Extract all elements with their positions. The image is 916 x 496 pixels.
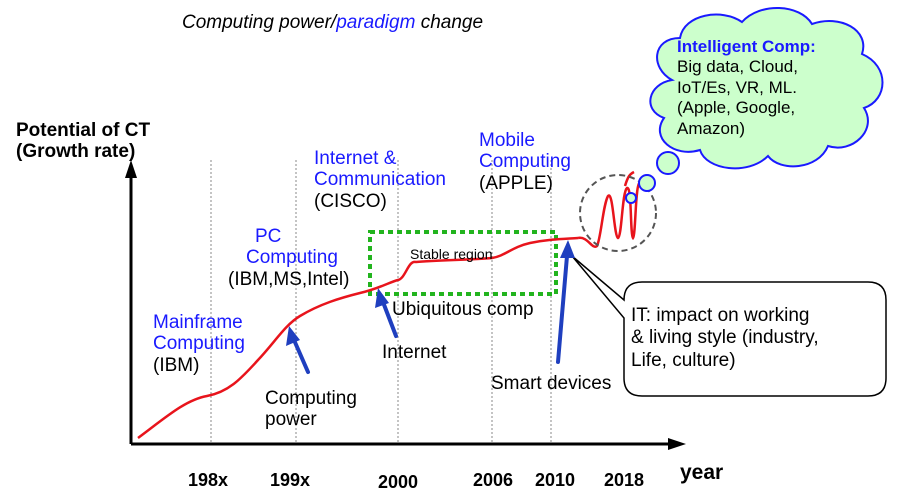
computing-power-line1: Computing bbox=[265, 388, 357, 409]
x-axis-arrowhead bbox=[668, 438, 686, 450]
ubiquitous-label: Ubiquitous comp bbox=[392, 299, 534, 320]
era-pc: PC Computing (IBM,MS,Intel) bbox=[228, 226, 349, 290]
tick-2006: 2006 bbox=[473, 470, 514, 490]
title-part-1: Computing power/ bbox=[182, 12, 337, 33]
internet-arrowhead bbox=[375, 288, 389, 308]
diagram-title: Computing power/paradigm change bbox=[182, 12, 483, 33]
era-internet-line2: Communication bbox=[314, 169, 446, 191]
era-internet-company: (CISCO) bbox=[314, 190, 387, 212]
y-axis-label-line1: Potential of CT bbox=[16, 120, 151, 141]
internet-arrow bbox=[381, 300, 398, 338]
era-mainframe-line1: Mainframe bbox=[153, 312, 243, 333]
callout-line3: Life, culture) bbox=[631, 349, 736, 371]
smart-devices-label: Smart devices bbox=[491, 373, 612, 394]
thought-bubble-small bbox=[625, 192, 637, 204]
era-pc-company: (IBM,MS,Intel) bbox=[228, 268, 350, 290]
computing-power-label: Computing power bbox=[265, 388, 357, 431]
growth-curve bbox=[137, 236, 579, 440]
y-axis-label-line2: (Growth rate) bbox=[16, 141, 136, 163]
stable-region-label: Stable region bbox=[410, 246, 493, 262]
smart-devices-arrowhead bbox=[560, 240, 575, 258]
era-mainframe-line2: Computing bbox=[153, 333, 245, 355]
callout-line1: IT: impact on working bbox=[631, 305, 810, 326]
growth-curve-oscillation bbox=[577, 180, 642, 248]
computing-power-arrowhead bbox=[286, 326, 300, 346]
thought-bubble-large bbox=[656, 151, 680, 175]
stable-region-box bbox=[368, 230, 558, 296]
future-circle bbox=[579, 174, 657, 252]
tick-2010: 2010 bbox=[535, 470, 576, 490]
tick-2018: 2018 bbox=[604, 470, 645, 490]
era-mobile-line2: Computing bbox=[479, 151, 571, 173]
callout-box bbox=[571, 255, 887, 397]
tick-2000: 2000 bbox=[378, 472, 419, 492]
thought-cloud-heading: Intelligent Comp: bbox=[677, 37, 816, 56]
thought-cloud-text: Intelligent Comp: Big data, Cloud, IoT/E… bbox=[677, 37, 816, 139]
year-guide-lines bbox=[210, 160, 552, 442]
computing-power-line2: power bbox=[265, 409, 317, 431]
era-mobile-company: (APPLE) bbox=[479, 172, 553, 194]
era-pc-line2: Computing bbox=[246, 247, 338, 269]
era-pc-line1: PC bbox=[255, 226, 282, 247]
era-internet-line1: Internet & bbox=[314, 148, 397, 169]
callout-text: IT: impact on working & living style (in… bbox=[631, 305, 819, 372]
x-axis-label: year bbox=[680, 461, 724, 484]
title-part-2: paradigm bbox=[336, 12, 416, 33]
thought-cloud-line4: Amazon) bbox=[677, 118, 746, 138]
era-internet: Internet & Communication (CISCO) bbox=[314, 148, 446, 212]
thought-cloud-line2: IoT/Es, VR, ML. bbox=[677, 77, 797, 97]
callout-line2: & living style (industry, bbox=[631, 327, 819, 349]
computing-power-arrow bbox=[292, 338, 310, 374]
tick-199x: 199x bbox=[270, 470, 311, 490]
era-mobile: Mobile Computing (APPLE) bbox=[479, 130, 571, 194]
era-mainframe: Mainframe Computing (IBM) bbox=[153, 312, 245, 376]
blue-arrows bbox=[286, 240, 575, 374]
smart-devices-arrow bbox=[556, 254, 569, 364]
thought-bubble-medium bbox=[638, 174, 656, 192]
y-axis-label: Potential of CT (Growth rate) bbox=[16, 120, 150, 163]
thought-cloud-line3: (Apple, Google, bbox=[677, 98, 796, 118]
tick-198x: 198x bbox=[188, 470, 229, 490]
thought-cloud-shape bbox=[649, 7, 884, 170]
thought-cloud-line1: Big data, Cloud, bbox=[677, 57, 798, 77]
era-mobile-line1: Mobile bbox=[479, 130, 535, 151]
y-axis-arrowhead bbox=[125, 160, 137, 178]
title-part-3: change bbox=[415, 12, 484, 33]
era-mainframe-company: (IBM) bbox=[153, 354, 200, 376]
growth-curve-tip bbox=[623, 170, 635, 187]
internet-label: Internet bbox=[382, 342, 447, 363]
